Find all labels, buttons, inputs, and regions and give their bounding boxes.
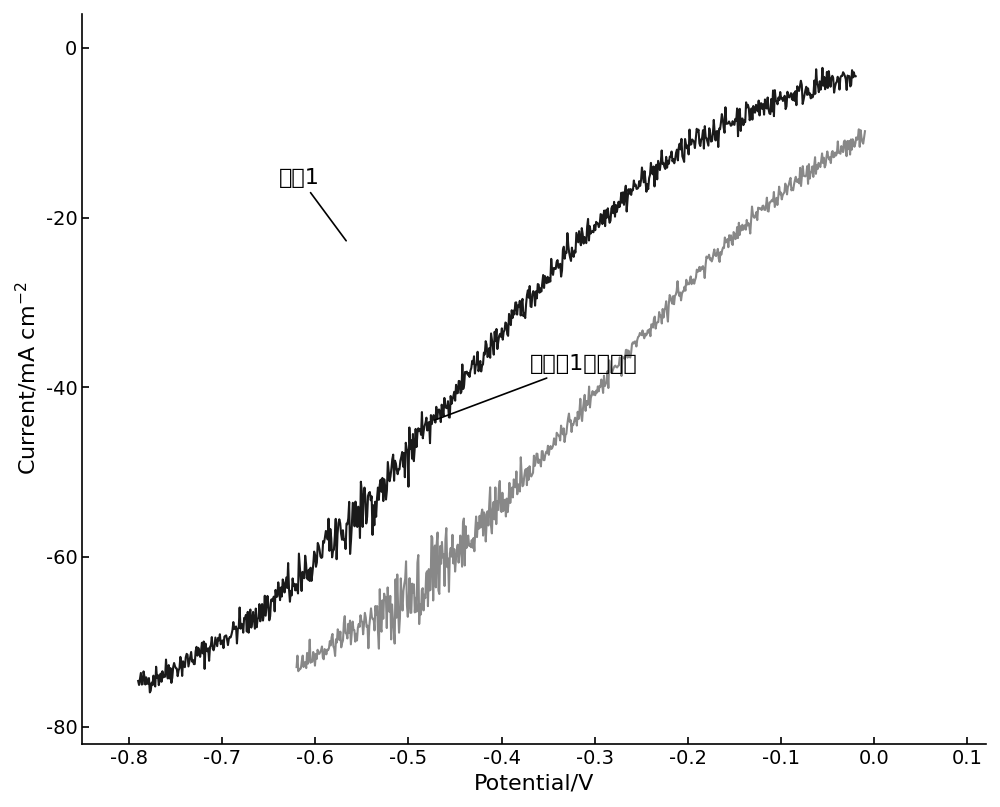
Text: 实施例1中的前体: 实施例1中的前体 (434, 354, 637, 420)
X-axis label: Potential/V: Potential/V (474, 773, 594, 793)
Text: 对比1: 对比1 (279, 168, 346, 240)
Y-axis label: Current/mA cm$^{-2}$: Current/mA cm$^{-2}$ (14, 282, 40, 475)
